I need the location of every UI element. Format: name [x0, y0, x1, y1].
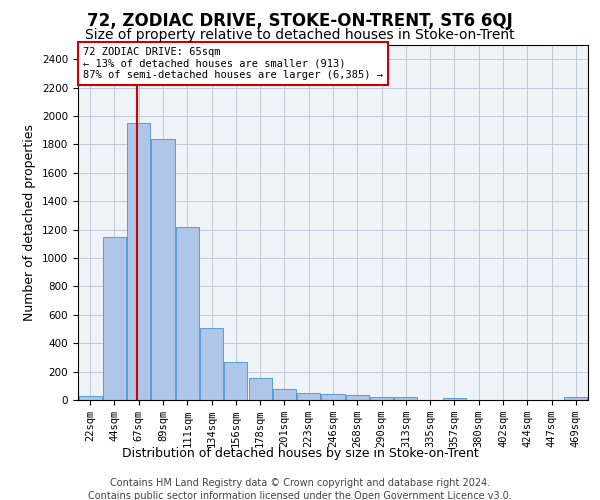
Bar — [176, 227, 199, 400]
Bar — [103, 236, 126, 400]
Text: 72 ZODIAC DRIVE: 65sqm
← 13% of detached houses are smaller (913)
87% of semi-de: 72 ZODIAC DRIVE: 65sqm ← 13% of detached… — [83, 47, 383, 80]
Bar — [565, 397, 587, 400]
Bar — [273, 388, 296, 400]
Text: Contains public sector information licensed under the Open Government Licence v3: Contains public sector information licen… — [88, 491, 512, 500]
Text: Distribution of detached houses by size in Stoke-on-Trent: Distribution of detached houses by size … — [122, 448, 478, 460]
Y-axis label: Number of detached properties: Number of detached properties — [23, 124, 37, 321]
Bar — [370, 397, 393, 400]
Bar — [151, 138, 175, 400]
Bar — [346, 395, 369, 400]
Bar — [127, 123, 150, 400]
Text: Size of property relative to detached houses in Stoke-on-Trent: Size of property relative to detached ho… — [85, 28, 515, 42]
Bar — [224, 362, 247, 400]
Bar — [394, 397, 418, 400]
Bar — [443, 398, 466, 400]
Text: Contains HM Land Registry data © Crown copyright and database right 2024.: Contains HM Land Registry data © Crown c… — [110, 478, 490, 488]
Bar — [248, 378, 272, 400]
Text: 72, ZODIAC DRIVE, STOKE-ON-TRENT, ST6 6QJ: 72, ZODIAC DRIVE, STOKE-ON-TRENT, ST6 6Q… — [87, 12, 513, 30]
Bar — [79, 396, 101, 400]
Bar — [200, 328, 223, 400]
Bar — [297, 393, 320, 400]
Bar — [322, 394, 344, 400]
